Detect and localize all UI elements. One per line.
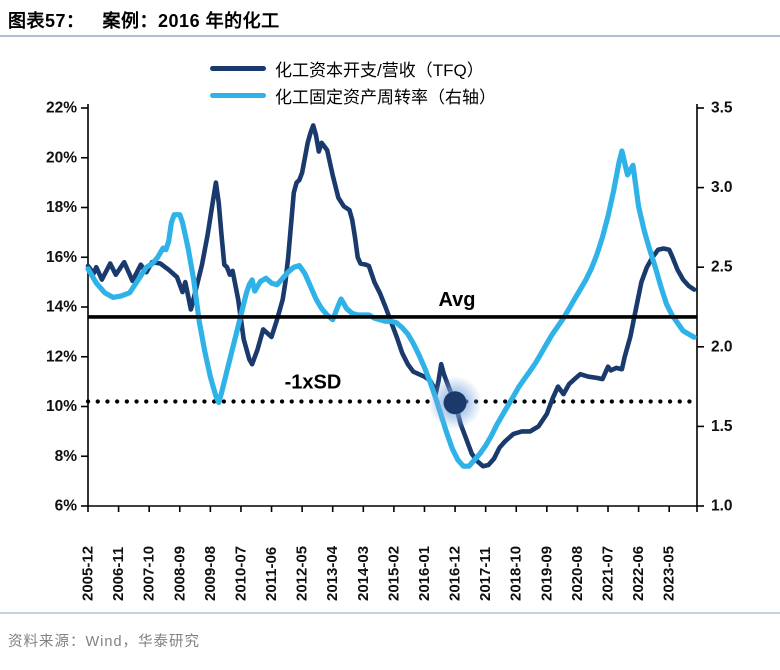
- svg-text:10%: 10%: [46, 398, 77, 415]
- svg-text:20%: 20%: [46, 149, 77, 166]
- svg-text:2009-08: 2009-08: [202, 546, 219, 601]
- source-note: 资料来源：Wind，华泰研究: [8, 634, 201, 650]
- svg-text:2017-11: 2017-11: [477, 547, 494, 601]
- svg-text:2016-01: 2016-01: [416, 546, 433, 601]
- svg-text:2006-11: 2006-11: [110, 547, 127, 601]
- svg-text:2010-07: 2010-07: [232, 546, 249, 601]
- svg-text:2016-12: 2016-12: [447, 546, 464, 601]
- svg-text:2015-02: 2015-02: [385, 546, 402, 601]
- svg-text:2014-03: 2014-03: [355, 546, 372, 601]
- svg-text:2012-05: 2012-05: [294, 546, 311, 601]
- svg-text:2023-05: 2023-05: [661, 546, 678, 601]
- legend-item-turnover: 化工固定资产周转率（右轴）: [210, 82, 496, 109]
- svg-text:16%: 16%: [46, 249, 77, 266]
- minus1sd-annotation-label: -1xSD: [285, 372, 342, 394]
- svg-text:2018-10: 2018-10: [508, 546, 525, 601]
- svg-text:2019-09: 2019-09: [538, 546, 555, 601]
- svg-text:6%: 6%: [55, 498, 78, 515]
- svg-text:12%: 12%: [46, 348, 77, 365]
- svg-text:18%: 18%: [46, 199, 77, 216]
- svg-text:3.0: 3.0: [711, 179, 733, 196]
- legend-item-capex: 化工资本开支/营收（TFQ）: [210, 55, 496, 82]
- svg-text:2021-07: 2021-07: [600, 546, 617, 601]
- legend-swatch-dark-line: [210, 66, 266, 71]
- svg-text:2005-12: 2005-12: [80, 546, 97, 601]
- footer-divider: [0, 612, 780, 614]
- svg-text:2022-06: 2022-06: [630, 546, 647, 601]
- svg-text:8%: 8%: [55, 448, 78, 465]
- svg-text:2007-10: 2007-10: [141, 546, 158, 601]
- svg-text:2011-06: 2011-06: [263, 547, 280, 601]
- legend-label-turnover: 化工固定资产周转率（右轴）: [275, 88, 496, 107]
- avg-annotation-label: Avg: [438, 289, 475, 311]
- legend-swatch-light-line: [210, 93, 266, 98]
- svg-text:1.0: 1.0: [711, 498, 733, 515]
- highlight-dot-2016-12: [443, 391, 467, 415]
- legend-label-capex: 化工资本开支/营收（TFQ）: [275, 61, 484, 80]
- figure-title-row: 图表57： 案例：2016 年的化工: [8, 7, 280, 33]
- figure-title: 案例：2016 年的化工: [102, 11, 280, 31]
- svg-text:2008-09: 2008-09: [171, 546, 188, 601]
- svg-text:22%: 22%: [46, 100, 77, 117]
- svg-text:2013-04: 2013-04: [324, 545, 341, 601]
- svg-text:1.5: 1.5: [711, 418, 733, 435]
- svg-text:2020-08: 2020-08: [569, 546, 586, 601]
- svg-text:2.5: 2.5: [711, 259, 733, 276]
- svg-text:2.0: 2.0: [711, 338, 733, 355]
- chart-legend: 化工资本开支/营收（TFQ） 化工固定资产周转率（右轴）: [210, 55, 496, 109]
- title-divider: [0, 35, 780, 37]
- svg-text:14%: 14%: [46, 299, 77, 316]
- figure-number-label: 图表57：: [8, 11, 85, 31]
- svg-text:3.5: 3.5: [711, 100, 733, 117]
